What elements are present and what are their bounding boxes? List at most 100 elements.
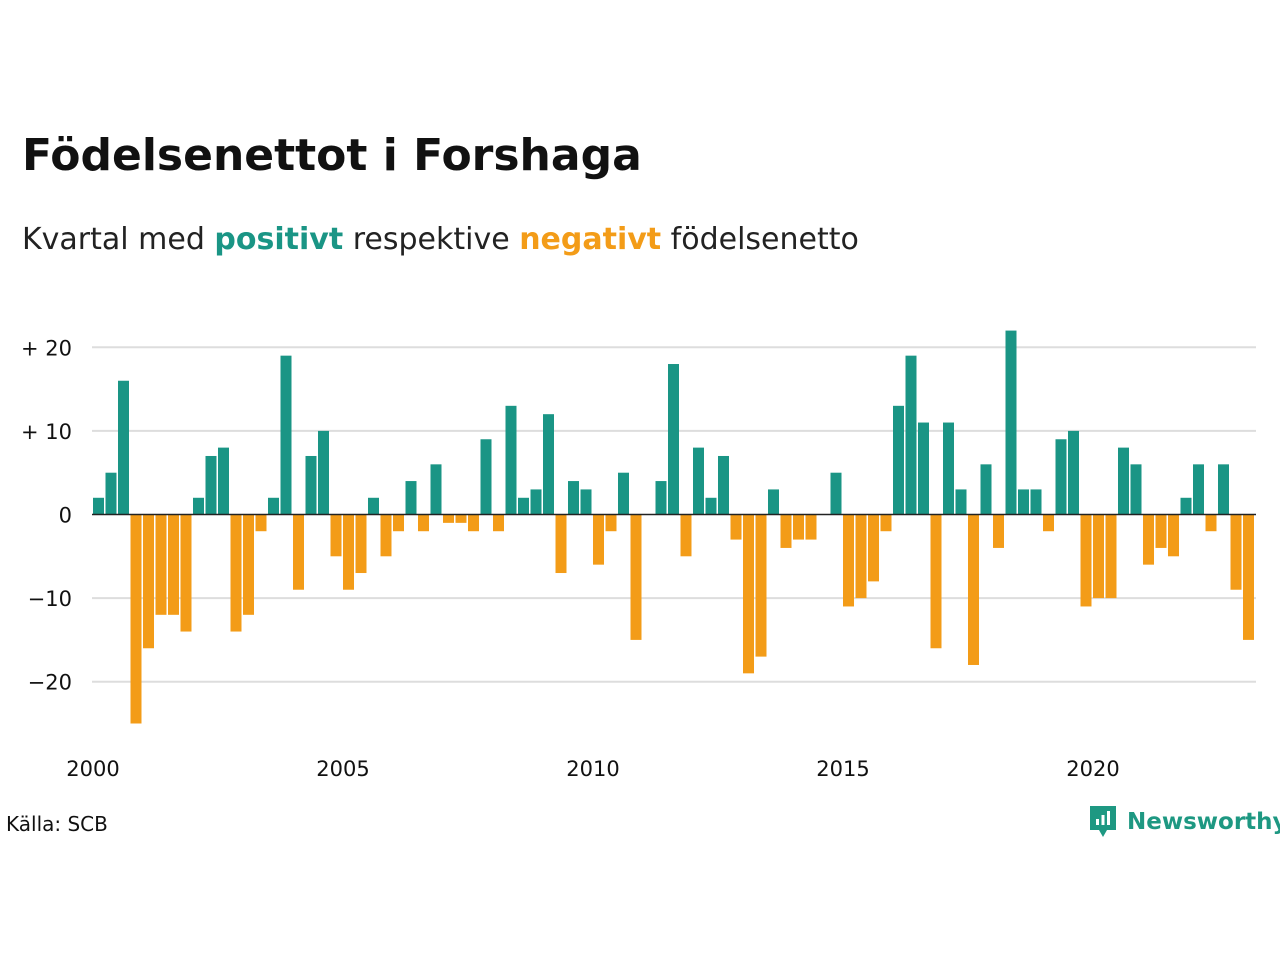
bar: [393, 514, 404, 532]
bar: [730, 514, 742, 540]
bar: [1080, 514, 1092, 607]
bar: [430, 464, 442, 515]
bar: [193, 497, 204, 515]
bar: [305, 455, 317, 515]
bar: [205, 455, 217, 515]
subtitle-text-1: Kvartal med: [22, 222, 215, 257]
bar: [180, 514, 192, 632]
subtitle-negative-word: negativt: [519, 222, 662, 257]
bar: [218, 447, 229, 515]
bar: [1143, 514, 1154, 565]
bar: [880, 514, 892, 532]
bar: [330, 514, 342, 557]
x-tick-label: 2020: [1066, 757, 1119, 781]
bar: [230, 514, 242, 632]
bar: [893, 405, 904, 515]
bar: [468, 514, 479, 532]
bar: [268, 497, 279, 515]
bar: [1218, 464, 1229, 515]
x-tick-label: 2000: [66, 757, 119, 781]
bar: [380, 514, 392, 557]
bar: [1018, 489, 1029, 515]
y-tick-label: −20: [28, 671, 72, 695]
y-tick-label: + 20: [21, 336, 72, 360]
brand-logo-group[interactable]: Newsworthy: [1088, 804, 1280, 840]
bar: [280, 355, 292, 515]
bar: [918, 422, 929, 515]
bar: [905, 355, 917, 515]
bar-chart: + 20 + 10 0 −10 −20 2000 2005 2010 2015 2020: [21, 330, 1256, 781]
bar: [443, 514, 454, 523]
bar: [155, 514, 167, 615]
bar: [255, 514, 267, 532]
bar: [943, 422, 954, 515]
bar: [1043, 514, 1054, 532]
x-tick-label: 2015: [816, 757, 869, 781]
bar: [318, 430, 329, 515]
bar: [418, 514, 429, 532]
bar: [1230, 514, 1242, 590]
bar: [630, 514, 642, 640]
bar: [768, 489, 779, 515]
bar: [743, 514, 754, 674]
bars: [93, 330, 1254, 724]
y-tick-label: + 10: [21, 420, 72, 444]
bar: [1205, 514, 1217, 532]
chart-subtitle: Kvartal med positivt respektive negativt…: [22, 222, 859, 257]
bar: [605, 514, 617, 532]
bar: [1130, 464, 1142, 515]
bar: [855, 514, 867, 599]
brand-name: Newsworthy: [1127, 809, 1280, 835]
bar: [805, 514, 817, 540]
y-tick-label: 0: [59, 504, 72, 528]
bar: [518, 497, 529, 515]
bar: [505, 405, 517, 515]
bar: [980, 464, 992, 515]
bar: [293, 514, 304, 590]
source-note: Källa: SCB: [6, 812, 108, 836]
bar: [955, 489, 967, 515]
bar: [1155, 514, 1167, 548]
bar: [130, 514, 142, 724]
y-tick-label: −10: [28, 587, 72, 611]
bar: [1118, 447, 1129, 515]
bar: [1168, 514, 1179, 557]
subtitle-text-3: födelsenetto: [661, 222, 859, 257]
subtitle-text-2: respektive: [343, 222, 520, 257]
bar: [355, 514, 367, 574]
bar: [830, 472, 842, 515]
x-tick-label: 2005: [316, 757, 369, 781]
bar: [593, 514, 604, 565]
bar: [343, 514, 354, 590]
bar: [1093, 514, 1104, 599]
bar: [93, 497, 104, 515]
bar: [1055, 439, 1067, 515]
bar: [405, 481, 417, 515]
bar: [243, 514, 254, 615]
bar: [1105, 514, 1117, 599]
bar: [118, 380, 129, 515]
bar: [493, 514, 504, 532]
subtitle-positive-word: positivt: [214, 222, 344, 257]
bar: [843, 514, 854, 607]
bar: [930, 514, 942, 649]
bar: [1030, 489, 1042, 515]
bar: [368, 497, 379, 515]
bar: [1005, 330, 1017, 515]
bar: [1068, 430, 1079, 515]
bar: [718, 455, 729, 515]
bar: [168, 514, 179, 615]
bar: [780, 514, 792, 548]
bar: [105, 472, 117, 515]
bar: [618, 472, 629, 515]
bar: [868, 514, 879, 582]
bar: [480, 439, 492, 515]
bar: [1180, 497, 1192, 515]
bar: [693, 447, 704, 515]
newsworthy-logo-icon: [1090, 806, 1116, 837]
bar: [968, 514, 979, 665]
bar: [143, 514, 154, 649]
chart-title: Födelsenettot i Forshaga: [22, 130, 642, 181]
x-tick-label: 2010: [566, 757, 619, 781]
bar: [993, 514, 1004, 548]
